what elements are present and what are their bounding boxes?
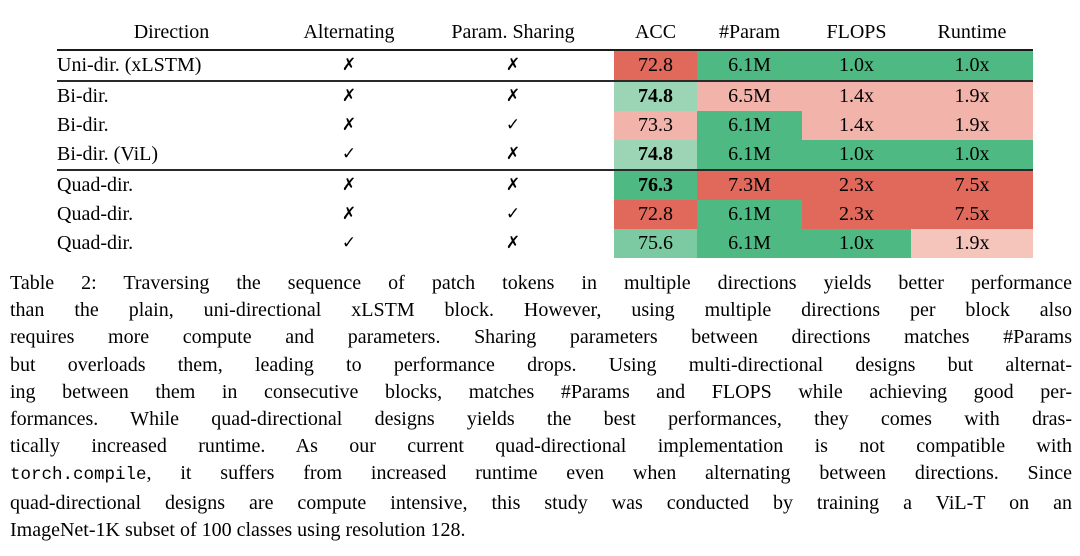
cell-flops: 2.3x bbox=[802, 200, 911, 229]
cell-flops: 1.4x bbox=[802, 111, 911, 140]
cell-direction: Uni-dir. (xLSTM) bbox=[57, 54, 202, 76]
table-row: Uni-dir. (xLSTM) ✗ ✗ 72.8 6.1M 1.0x 1.0x bbox=[57, 50, 1033, 81]
cell-param: 6.1M bbox=[697, 200, 802, 229]
cell-param: 6.5M bbox=[697, 81, 802, 111]
cross-mark-icon: ✗ bbox=[505, 144, 521, 164]
table-row: Bi-dir. (ViL) ✓ ✗ 74.8 6.1M 1.0x 1.0x bbox=[57, 140, 1033, 170]
cross-mark-icon: ✗ bbox=[341, 175, 357, 195]
table-row: Quad-dir. ✗ ✗ 76.3 7.3M 2.3x 7.5x bbox=[57, 170, 1033, 200]
cross-mark-icon: ✗ bbox=[341, 204, 357, 224]
check-mark-icon: ✓ bbox=[341, 233, 357, 253]
cell-direction: Quad-dir. bbox=[57, 232, 134, 254]
table-row: Bi-dir. ✗ ✓ 73.3 6.1M 1.4x 1.9x bbox=[57, 111, 1033, 140]
cell-flops: 1.0x bbox=[802, 50, 911, 81]
cell-direction: Bi-dir. (ViL) bbox=[57, 143, 159, 165]
cell-runtime: 1.9x bbox=[911, 81, 1033, 111]
header-flops: FLOPS bbox=[826, 21, 887, 43]
cross-mark-icon: ✗ bbox=[341, 86, 357, 106]
cross-mark-icon: ✗ bbox=[341, 115, 357, 135]
cell-param: 6.1M bbox=[697, 111, 802, 140]
cell-acc: 74.8 bbox=[614, 140, 697, 170]
cell-param: 6.1M bbox=[697, 50, 802, 81]
check-mark-icon: ✓ bbox=[505, 204, 521, 224]
caption-line: requires more compute and parameters. Sh… bbox=[10, 326, 1072, 349]
table-row: Quad-dir. ✓ ✗ 75.6 6.1M 1.0x 1.9x bbox=[57, 229, 1033, 258]
table-row: Quad-dir. ✗ ✓ 72.8 6.1M 2.3x 7.5x bbox=[57, 200, 1033, 229]
cross-mark-icon: ✗ bbox=[505, 233, 521, 253]
inline-code: torch.compile bbox=[10, 465, 147, 486]
cross-mark-icon: ✗ bbox=[505, 175, 521, 195]
table-header-row: Direction Alternating Param. Sharing ACC… bbox=[57, 16, 1033, 50]
check-mark-icon: ✓ bbox=[341, 144, 357, 164]
cell-acc: 72.8 bbox=[614, 50, 697, 81]
header-direction: Direction bbox=[133, 21, 210, 43]
cell-flops: 1.0x bbox=[802, 140, 911, 170]
cell-runtime: 7.5x bbox=[911, 170, 1033, 200]
table-caption: Table 2: Traversing the sequence of patc… bbox=[10, 270, 1072, 544]
caption-line: than the plain, uni-directional xLSTM bl… bbox=[10, 299, 1072, 322]
cell-flops: 1.0x bbox=[802, 229, 911, 258]
cell-runtime: 1.9x bbox=[911, 229, 1033, 258]
cell-acc: 73.3 bbox=[614, 111, 697, 140]
cell-acc: 75.6 bbox=[614, 229, 697, 258]
results-table: Direction Alternating Param. Sharing ACC… bbox=[57, 16, 1033, 258]
cross-mark-icon: ✗ bbox=[505, 86, 521, 106]
cell-direction: Bi-dir. bbox=[57, 85, 109, 107]
header-alternating: Alternating bbox=[303, 21, 395, 43]
caption-line-text: , it suffers from increased runtime even… bbox=[146, 462, 1072, 485]
caption-line: torch.compile, it suffers from increased… bbox=[10, 460, 1072, 489]
cell-acc: 74.8 bbox=[614, 81, 697, 111]
cell-param: 7.3M bbox=[697, 170, 802, 200]
cell-acc: 72.8 bbox=[614, 200, 697, 229]
table-row: Bi-dir. ✗ ✗ 74.8 6.5M 1.4x 1.9x bbox=[57, 81, 1033, 111]
caption-line: ImageNet-1K subset of 100 classes using … bbox=[10, 518, 466, 541]
caption-line: tically increased runtime. As our curren… bbox=[10, 435, 1072, 458]
caption-line: formances. While quad-directional design… bbox=[10, 408, 1072, 431]
cell-direction: Bi-dir. bbox=[57, 114, 109, 136]
cell-runtime: 1.0x bbox=[911, 50, 1033, 81]
caption-line: ing between them in consecutive blocks, … bbox=[10, 380, 1072, 403]
caption-line: Table 2: Traversing the sequence of patc… bbox=[10, 272, 1072, 294]
cross-mark-icon: ✗ bbox=[505, 55, 521, 75]
cross-mark-icon: ✗ bbox=[341, 55, 357, 75]
check-mark-icon: ✓ bbox=[505, 115, 521, 135]
caption-line: quad-directional designs are compute int… bbox=[10, 491, 1072, 514]
caption-line: but overloads them, leading to performan… bbox=[10, 353, 1072, 376]
cell-runtime: 7.5x bbox=[911, 200, 1033, 229]
cell-flops: 2.3x bbox=[802, 170, 911, 200]
header-runtime: Runtime bbox=[937, 21, 1007, 43]
header-num-param: #Param bbox=[718, 21, 781, 43]
cell-direction: Quad-dir. bbox=[57, 203, 134, 225]
cell-param: 6.1M bbox=[697, 140, 802, 170]
cell-runtime: 1.9x bbox=[911, 111, 1033, 140]
cell-direction: Quad-dir. bbox=[57, 174, 134, 196]
cell-acc: 76.3 bbox=[614, 170, 697, 200]
header-param-sharing: Param. Sharing bbox=[451, 21, 575, 43]
cell-param: 6.1M bbox=[697, 229, 802, 258]
cell-runtime: 1.0x bbox=[911, 140, 1033, 170]
header-acc: ACC bbox=[634, 21, 677, 43]
cell-flops: 1.4x bbox=[802, 81, 911, 111]
